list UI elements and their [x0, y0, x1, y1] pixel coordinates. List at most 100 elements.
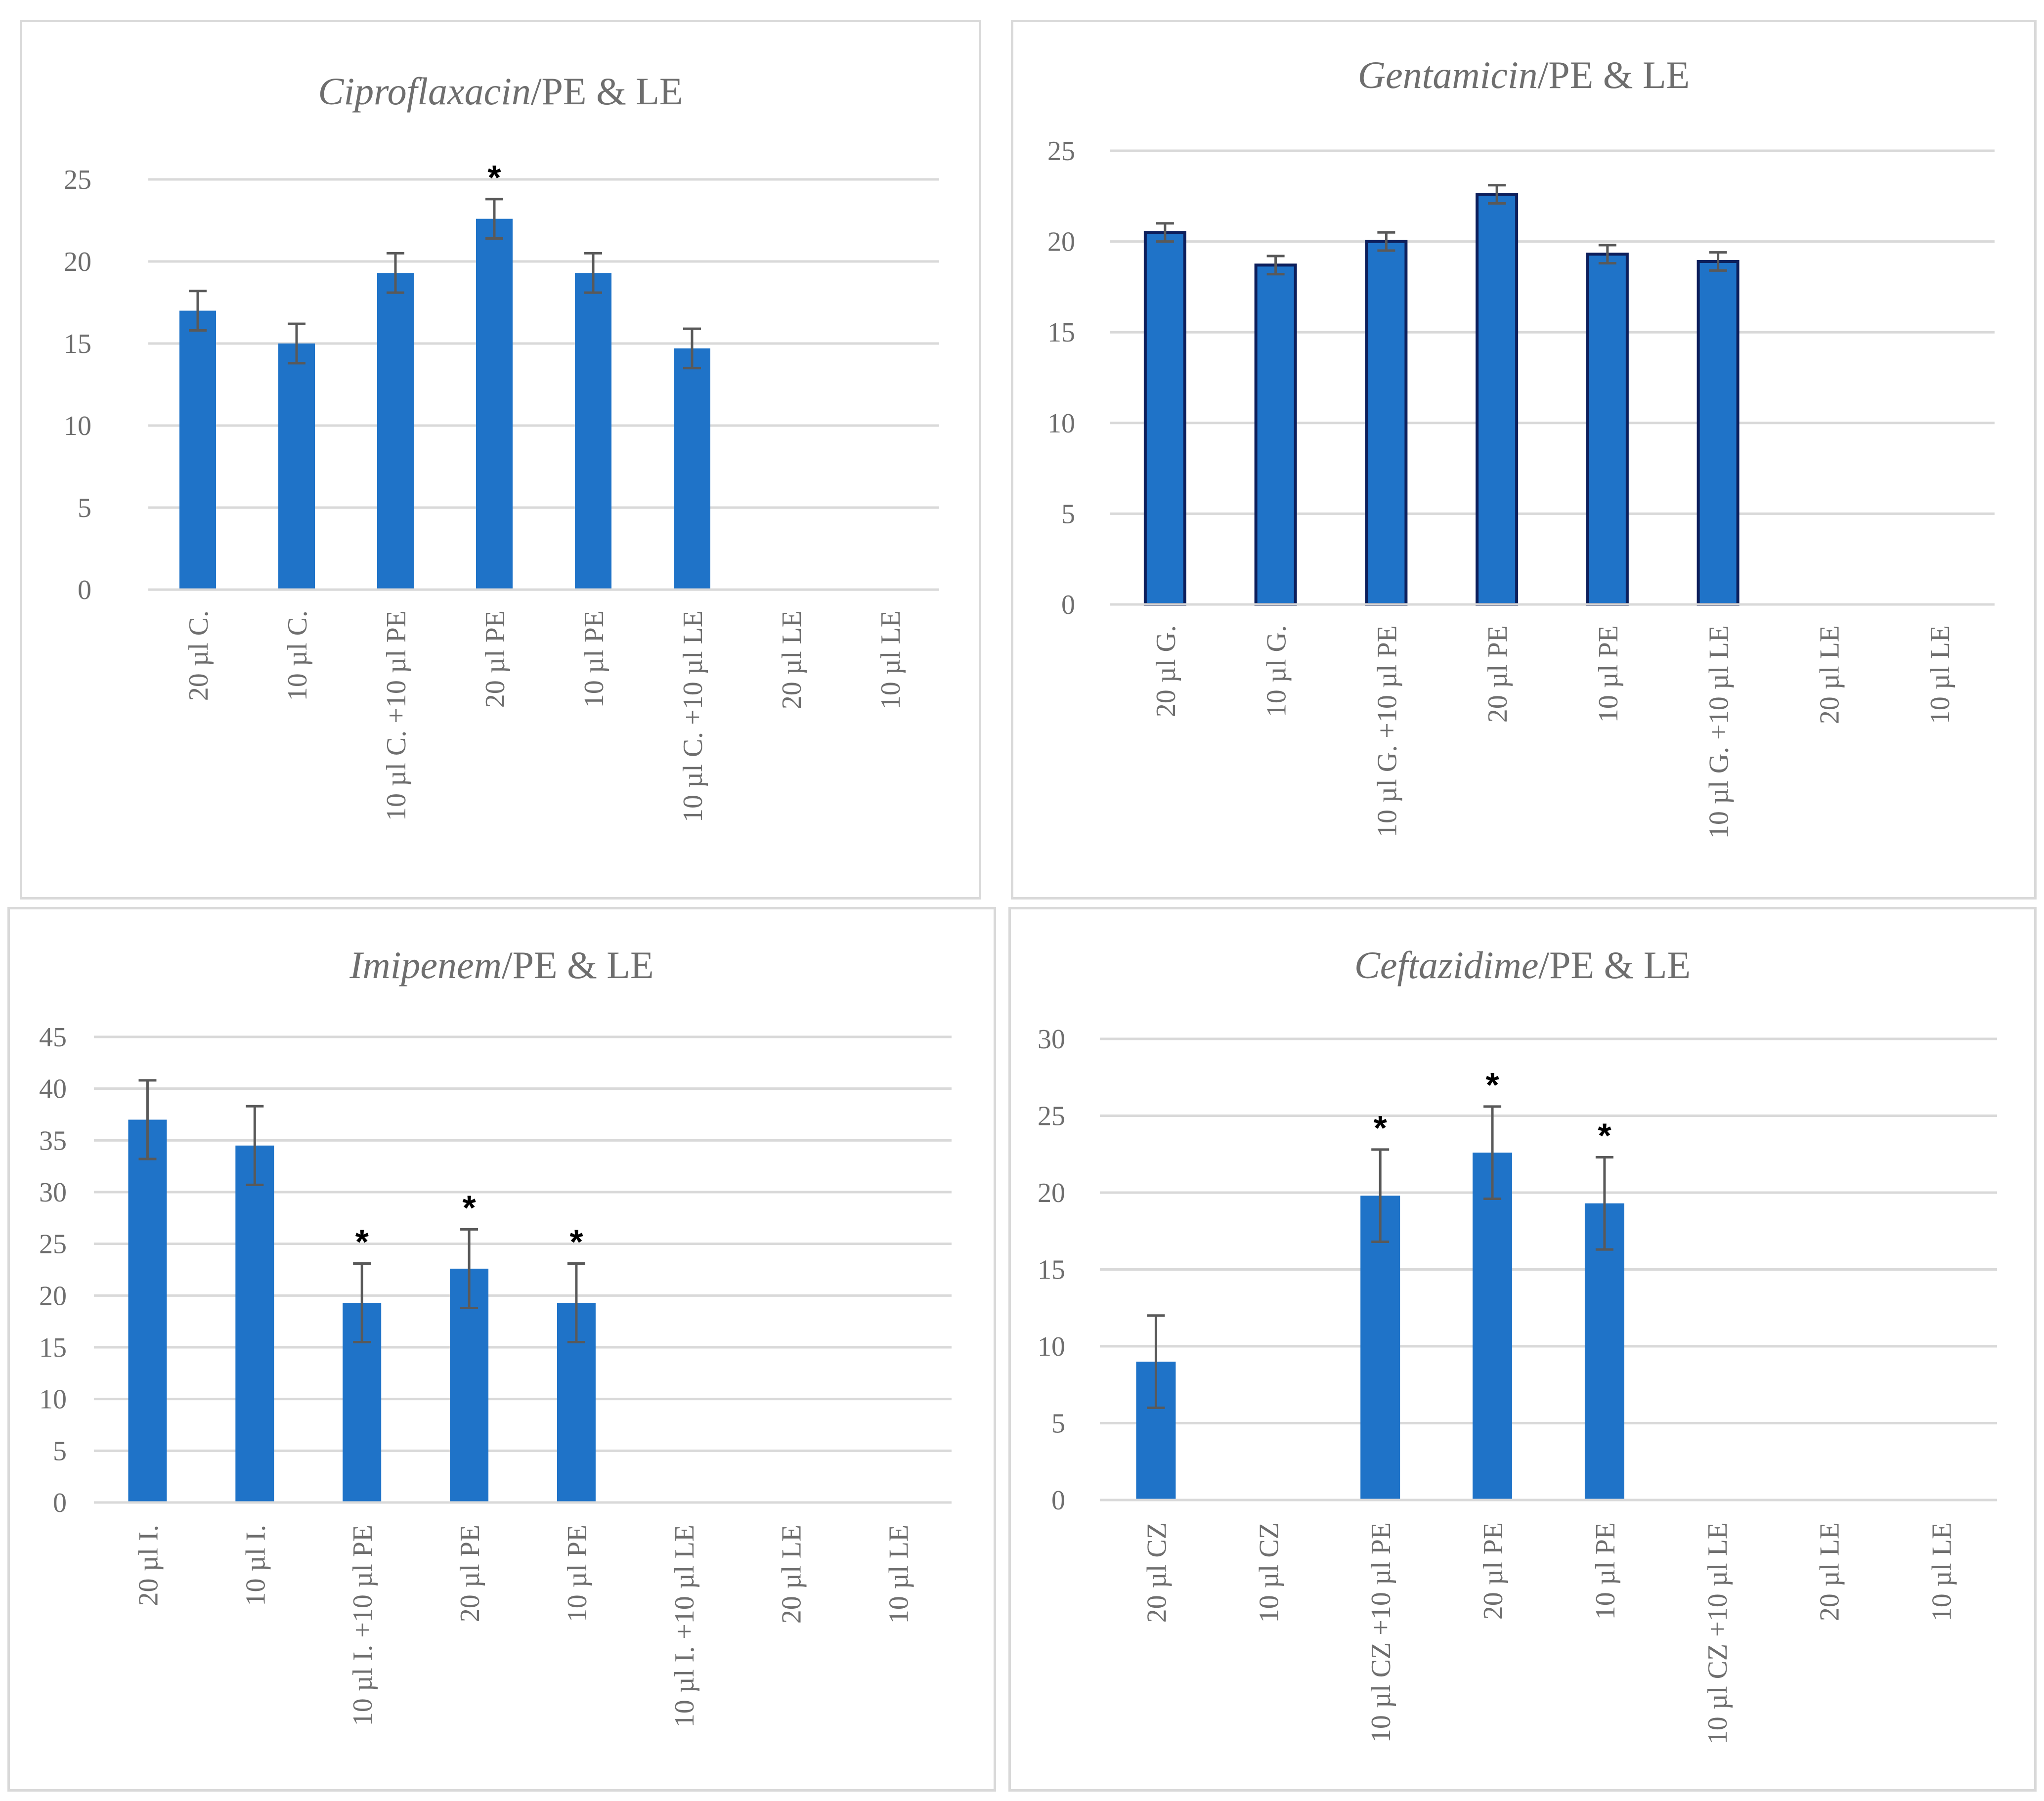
bar-chart-ciprofloxacin: 0 5 10 15 20 25 20 µl C. 10 µl C. 10 µl C. +10 µ…	[64, 158, 939, 822]
bar	[674, 348, 710, 590]
x-category-label: 20 µl C.	[183, 610, 214, 701]
chart-panel-ciprofloxacin: Ciproflaxacin/PE & LE 0 5 10 15 20 25 20 µl C.…	[20, 20, 981, 900]
bar	[476, 218, 513, 590]
y-tick-label: 5	[1061, 499, 1075, 529]
y-tick-label: 40	[39, 1074, 67, 1105]
chart-title: Imipenem/PE & LE	[10, 943, 994, 987]
chart-title-suffix: /PE & LE	[1537, 53, 1690, 96]
x-category-label: 10 µl C. +10 µl LE	[678, 610, 708, 822]
x-category-label: 10 µl CZ	[1254, 1522, 1284, 1623]
significance-marker: *	[487, 158, 501, 197]
chart-title-suffix: /PE & LE	[501, 943, 654, 986]
x-category-label: 20 µl PE	[455, 1525, 485, 1622]
bar	[1365, 240, 1408, 606]
chart-title-drug: Gentamicin	[1357, 53, 1538, 96]
y-tick-label: 45	[39, 1022, 67, 1053]
y-tick-label: 25	[39, 1229, 67, 1260]
bar	[575, 273, 611, 590]
y-tick-label: 5	[1051, 1409, 1065, 1439]
x-category-label: 10 µl CZ +10 µl PE	[1366, 1522, 1396, 1743]
y-tick-label: 15	[1047, 317, 1075, 348]
x-category-label: 10 µl G.	[1261, 625, 1292, 717]
y-tick-label: 5	[53, 1436, 67, 1466]
x-category-label: 10 µl LE	[884, 1525, 914, 1624]
significance-marker: *	[569, 1222, 583, 1261]
x-category-label: 10 µl LE	[1927, 1522, 1957, 1621]
bar	[1473, 1153, 1513, 1500]
x-category-label: 10 µl PE	[579, 610, 609, 708]
bar	[1584, 1203, 1624, 1500]
y-tick-label: 0	[78, 575, 91, 605]
x-category-label: 20 µl PE	[1478, 1522, 1509, 1620]
x-category-label: 20 µl LE	[777, 1525, 807, 1624]
chart-title-suffix: /PE & LE	[530, 70, 683, 113]
y-tick-label: 15	[39, 1332, 67, 1363]
x-category-label: 20 µl PE	[1482, 625, 1513, 723]
x-category-label: 10 µl C.	[282, 610, 313, 701]
bar	[1696, 259, 1740, 606]
bar	[377, 273, 414, 590]
x-category-label: 20 µl LE	[1814, 625, 1845, 724]
x-category-label: 10 µl LE	[1925, 625, 1956, 724]
x-category-label: 10 µl I.	[240, 1525, 271, 1606]
x-category-label: 20 µl PE	[480, 610, 511, 708]
bar	[1586, 253, 1629, 606]
significance-marker: *	[1598, 1116, 1611, 1155]
significance-marker: *	[355, 1222, 369, 1261]
x-category-label: 10 µl LE	[875, 610, 906, 709]
x-category-label: 20 µl LE	[1815, 1522, 1845, 1621]
bar-chart-imipenem: 0 5 10 15 20 25 30 35 40 45 20 µl I. 10 µl I. * 10 µl…	[39, 1022, 952, 1727]
y-tick-label: 0	[1061, 590, 1075, 620]
bar	[278, 343, 315, 590]
y-tick-label: 15	[1038, 1255, 1065, 1286]
chart-title-drug: Imipenem	[349, 943, 502, 986]
bar-chart-gentamicin: 0 5 10 15 20 25 20 µl G. 10 µl G. 10 µl G. +10 µ…	[1047, 136, 1995, 839]
bar	[235, 1145, 274, 1502]
chart-panel-ceftazidime: Ceftazidime/PE & LE 0 5 10 15 20 25 30 20 µl CZ…	[1008, 907, 2037, 1792]
y-tick-label: 0	[53, 1488, 67, 1518]
y-tick-label: 20	[39, 1281, 67, 1311]
significance-marker: *	[1485, 1066, 1499, 1104]
chart-panel-imipenem: Imipenem/PE & LE 0 5 10 15 20 25 30 35 40 45 20 µl…	[7, 907, 996, 1792]
x-category-label: 10 µl G. +10 µl LE	[1704, 625, 1735, 839]
bar	[1254, 263, 1297, 606]
y-tick-label: 25	[1038, 1101, 1065, 1132]
chart-title-suffix: /PE & LE	[1538, 943, 1691, 986]
bar	[1360, 1196, 1400, 1500]
y-tick-label: 5	[78, 493, 91, 523]
bar	[1476, 193, 1519, 606]
bar	[1143, 231, 1186, 606]
y-tick-label: 20	[1047, 227, 1075, 257]
significance-marker: *	[1374, 1109, 1388, 1147]
y-tick-label: 10	[64, 411, 91, 441]
y-tick-label: 25	[1047, 136, 1075, 167]
x-category-label: 10 µl C. +10 µl PE	[381, 610, 412, 821]
chart-title: Ceftazidime/PE & LE	[1011, 943, 2034, 987]
y-tick-label: 20	[1038, 1178, 1065, 1208]
x-category-label: 10 µl G. +10 µl PE	[1372, 625, 1402, 837]
chart-title-drug: Ciproflaxacin	[318, 70, 531, 113]
x-category-label: 10 µl CZ +10 µl LE	[1702, 1522, 1733, 1744]
y-tick-label: 10	[1038, 1331, 1065, 1362]
chart-title: Ciproflaxacin/PE & LE	[22, 69, 979, 114]
x-category-label: 20 µl CZ	[1141, 1522, 1172, 1623]
y-tick-label: 20	[64, 247, 91, 277]
significance-marker: *	[462, 1188, 476, 1227]
y-tick-label: 0	[1051, 1485, 1065, 1516]
y-tick-label: 15	[64, 329, 91, 359]
x-category-label: 20 µl G.	[1151, 625, 1181, 717]
chart-panel-gentamicin: Gentamicin/PE & LE 0 5 10 15 20 25 20 µl G. 10 …	[1011, 20, 2037, 900]
y-tick-label: 30	[39, 1177, 67, 1208]
bar-chart-ceftazidime: 0 5 10 15 20 25 30 20 µl CZ 10 µl CZ * 10 µl CZ +1…	[1038, 1024, 1997, 1744]
bar	[179, 310, 216, 590]
chart-title-drug: Ceftazidime	[1354, 943, 1539, 986]
y-tick-label: 25	[64, 165, 91, 195]
x-category-label: 10 µl I. +10 µl PE	[348, 1525, 378, 1726]
bar	[128, 1119, 167, 1502]
x-category-label: 10 µl PE	[562, 1525, 593, 1622]
y-tick-label: 10	[39, 1384, 67, 1415]
x-category-label: 10 µl I. +10 µl LE	[669, 1525, 700, 1727]
y-tick-label: 35	[39, 1125, 67, 1156]
y-tick-label: 30	[1038, 1024, 1065, 1055]
x-category-label: 20 µl LE	[777, 610, 807, 709]
